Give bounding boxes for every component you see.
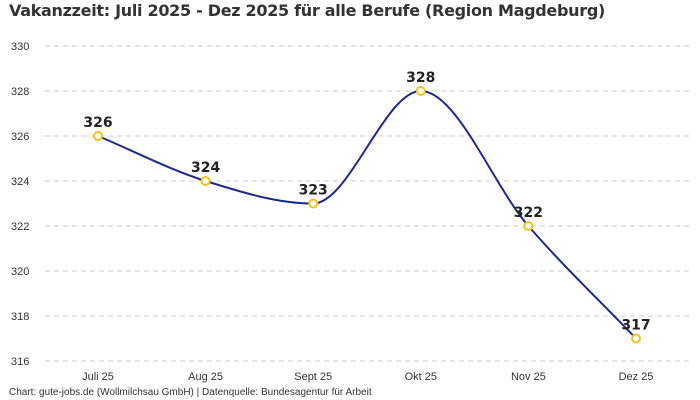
data-point xyxy=(631,333,641,344)
y-tick-label: 320 xyxy=(11,266,29,278)
x-tick-label: Sept 25 xyxy=(294,371,332,383)
chart-footer: Chart: gute-jobs.de (Wollmilchsau GmbH) … xyxy=(9,387,372,398)
y-tick-label: 328 xyxy=(11,86,29,98)
chart-title: Vakanzzeit: Juli 2025 - Dez 2025 für all… xyxy=(9,1,605,20)
data-point xyxy=(523,221,534,231)
x-tick-label: Nov 25 xyxy=(511,371,546,383)
y-tick-label: 318 xyxy=(11,311,29,323)
data-label: 317 xyxy=(621,318,650,334)
data-label: 324 xyxy=(191,160,220,176)
x-tick-label: Aug 25 xyxy=(188,371,223,383)
x-tick-label: Dez 25 xyxy=(619,371,654,383)
y-tick-label: 322 xyxy=(11,221,29,233)
data-label: 323 xyxy=(299,183,328,199)
y-tick-label: 324 xyxy=(11,176,29,188)
data-point xyxy=(93,131,103,141)
y-tick-label: 316 xyxy=(11,356,29,368)
x-tick-label: Okt 25 xyxy=(405,371,437,383)
data-point xyxy=(200,176,211,186)
data-label: 328 xyxy=(406,70,435,86)
x-tick-label: Juli 25 xyxy=(82,371,114,383)
y-tick-label: 326 xyxy=(11,131,29,143)
data-point xyxy=(308,198,319,209)
data-label: 326 xyxy=(83,115,112,131)
y-tick-label: 330 xyxy=(11,41,29,53)
series-line xyxy=(97,89,637,340)
data-point xyxy=(415,86,426,96)
data-label: 322 xyxy=(514,205,543,221)
